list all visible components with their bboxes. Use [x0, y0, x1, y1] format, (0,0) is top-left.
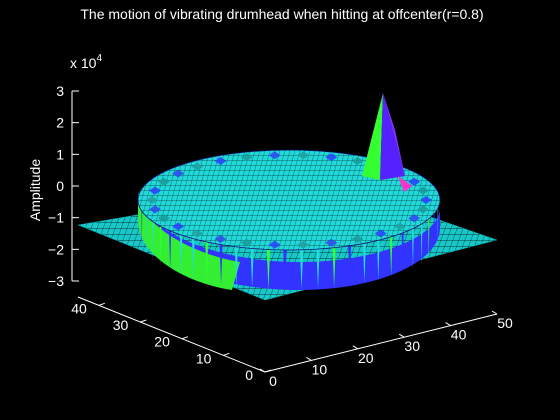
- wall-stripe: [219, 244, 223, 285]
- rim-patch: [191, 162, 204, 171]
- rim-patch: [325, 153, 338, 162]
- x-tick-mark: [306, 356, 312, 361]
- wall-stripe: [376, 239, 380, 281]
- drum-side-wall-green: [138, 190, 240, 290]
- wall-stripe: [234, 246, 238, 287]
- y-tick-label: 0: [245, 367, 253, 383]
- z-tick-label: −1: [48, 210, 64, 226]
- y-tick-mark: [181, 336, 189, 340]
- z-tick-label: −2: [48, 241, 64, 257]
- z-exponent-power: 4: [96, 53, 102, 64]
- rim-patch: [214, 234, 227, 243]
- wall-stripe: [266, 249, 271, 290]
- rim-patch: [417, 205, 430, 214]
- x-tick-label: 10: [312, 361, 328, 377]
- rim-patch: [351, 157, 364, 166]
- x-tick-mark: [491, 310, 498, 315]
- rim-patch: [240, 153, 253, 162]
- peak-face-magenta: [398, 176, 412, 192]
- rim-patch: [297, 240, 310, 249]
- rim-patch: [172, 169, 185, 178]
- wall-stripe: [299, 249, 304, 290]
- x-tick-mark: [352, 345, 359, 350]
- rim-patch: [417, 186, 430, 195]
- y-tick-label: 10: [196, 350, 212, 366]
- rim-patch: [157, 177, 170, 186]
- peak-face-purple: [383, 93, 405, 176]
- rim-patch: [297, 151, 310, 160]
- wall-stripe: [145, 215, 147, 257]
- chart-title: The motion of vibrating drumhead when hi…: [80, 6, 483, 22]
- wall-stripe: [316, 248, 320, 290]
- z-tick-label: 2: [56, 115, 64, 131]
- wall-stripe: [437, 207, 439, 249]
- rim-patch: [420, 196, 432, 204]
- rim-patch: [191, 229, 204, 238]
- x-tick-mark: [398, 333, 405, 338]
- wall-stripe: [348, 245, 352, 286]
- wall-stripe: [283, 249, 287, 290]
- wall-stripe: [192, 238, 195, 279]
- rim-patch: [214, 157, 227, 166]
- rim-patch: [393, 222, 406, 231]
- z-exponent-label: x 104: [70, 53, 102, 71]
- wall-stripe: [428, 218, 430, 259]
- wall-stripe: [151, 221, 154, 262]
- y-tick-label: 40: [71, 300, 87, 316]
- rim-patch: [374, 229, 387, 238]
- rim-patch: [148, 205, 161, 214]
- z-tick-label: −3: [48, 273, 64, 289]
- rim-patch: [172, 222, 185, 231]
- peak-face-green: [362, 93, 383, 180]
- z-tick-label: 1: [56, 146, 64, 162]
- wall-stripe: [179, 234, 183, 275]
- rim-patch: [268, 240, 281, 249]
- rim-patch: [325, 238, 338, 247]
- y-tick-mark: [264, 369, 272, 373]
- peak-face-blue: [380, 93, 405, 180]
- wall-stripe: [141, 210, 143, 252]
- drum-wall-stripes: [141, 207, 439, 290]
- y-tick-mark: [98, 302, 105, 306]
- x-tick-label: 30: [404, 338, 420, 354]
- z-tick-label: 0: [56, 178, 64, 194]
- y-axis-line: [77, 296, 266, 373]
- x-tick-label: 50: [497, 315, 513, 331]
- x-tick-label: 0: [269, 373, 277, 389]
- wall-stripe: [362, 243, 366, 284]
- wall-stripe: [433, 213, 435, 254]
- x-tick-label: 40: [451, 327, 467, 343]
- x-tick-label: 20: [358, 350, 374, 366]
- x-tick-labels: 0 10 20 30 40 50: [259, 310, 513, 389]
- rim-patch: [146, 196, 158, 204]
- y-tick-mark: [223, 352, 230, 356]
- z-axis-label: Amplitude: [27, 159, 43, 221]
- y-tick-label: 20: [154, 334, 170, 350]
- wall-stripe: [420, 223, 423, 264]
- rim-patch: [240, 238, 253, 247]
- x-axis-line: [264, 313, 498, 373]
- offcenter-peak: [362, 93, 412, 192]
- rim-patch: [408, 177, 421, 186]
- y-tick-mark: [140, 319, 147, 323]
- wall-stripe: [169, 230, 172, 271]
- z-tick-label: 3: [56, 83, 64, 99]
- wall-stripe: [250, 248, 254, 289]
- x-tick-mark: [445, 322, 451, 327]
- rim-patch: [351, 234, 364, 243]
- rim-patch: [408, 214, 421, 223]
- rim-patch: [148, 186, 161, 195]
- y-tick-labels: 0 10 20 30 40: [71, 300, 272, 383]
- wall-stripe: [401, 232, 404, 273]
- wall-stripe: [205, 241, 209, 282]
- wall-stripe: [159, 225, 162, 267]
- rim-patch: [268, 151, 281, 160]
- rim-patch: [157, 214, 170, 223]
- y-tick-label: 30: [113, 317, 129, 333]
- wall-stripe: [389, 236, 393, 277]
- z-tick-labels: 3 2 1 0 −1 −2 −3: [48, 83, 79, 289]
- wall-stripe: [332, 247, 336, 288]
- wall-stripe: [411, 228, 414, 269]
